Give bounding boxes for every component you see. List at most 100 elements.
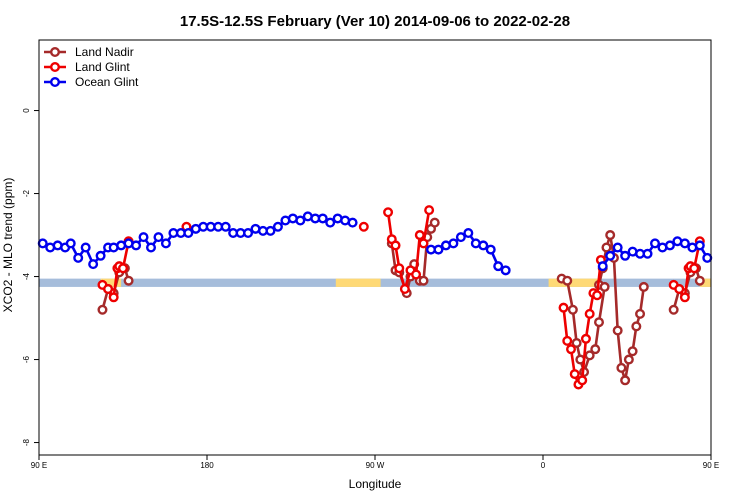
data-point: [612, 325, 623, 336]
data-point: [358, 221, 369, 232]
data-point: [605, 230, 616, 241]
data-point: [679, 238, 690, 249]
data-point: [597, 261, 608, 272]
legend-label: Land Nadir: [75, 45, 134, 59]
x-tick-label: 90 E: [31, 461, 47, 470]
y-tick-label: -2: [22, 189, 31, 197]
data-point: [325, 217, 336, 228]
data-point: [424, 205, 435, 216]
data-point: [108, 292, 119, 303]
series-line: [42, 214, 353, 267]
data-point: [594, 317, 605, 328]
chart-title: 17.5S-12.5S February (Ver 10) 2014-09-06…: [180, 13, 570, 30]
data-point: [153, 232, 164, 243]
data-point: [138, 232, 149, 243]
data-point: [463, 227, 474, 238]
data-point: [145, 242, 156, 253]
legend-marker: [50, 47, 61, 58]
data-point: [679, 292, 690, 303]
data-point: [601, 242, 612, 253]
data-point: [631, 321, 642, 332]
series-ocean-glint: [37, 211, 713, 276]
data-point: [577, 375, 588, 386]
data-point: [183, 227, 194, 238]
data-point: [590, 344, 601, 355]
data-point: [117, 263, 128, 274]
data-point: [429, 217, 440, 228]
data-point: [612, 242, 623, 253]
data-point: [584, 308, 595, 319]
data-point: [599, 281, 610, 292]
series-land-glint: [97, 205, 705, 390]
data-point: [493, 261, 504, 272]
data-point: [418, 238, 429, 249]
data-point: [689, 263, 700, 274]
legend-label: Land Glint: [75, 60, 130, 74]
data-point: [123, 275, 134, 286]
data-point: [702, 252, 713, 263]
data-point: [160, 238, 171, 249]
series-land-nadir: [97, 217, 705, 386]
data-point: [620, 250, 631, 261]
data-point: [567, 304, 578, 315]
data-point: [638, 281, 649, 292]
data-point: [220, 221, 231, 232]
data-point: [272, 221, 283, 232]
data-point: [97, 304, 108, 315]
data-point: [131, 240, 142, 251]
data-point: [103, 284, 114, 295]
x-tick-label: 180: [200, 461, 214, 470]
data-point: [623, 354, 634, 365]
data-point: [592, 290, 603, 301]
legend-label: Ocean Glint: [75, 75, 139, 89]
y-tick-label: 0: [22, 108, 31, 113]
land-band-1: [335, 278, 381, 287]
data-point: [295, 215, 306, 226]
data-point: [580, 333, 591, 344]
data-point: [411, 269, 422, 280]
land-band-2: [548, 278, 601, 287]
x-tick-label: 0: [541, 461, 546, 470]
data-point: [37, 238, 48, 249]
y-tick-label: -6: [22, 355, 31, 363]
data-point: [347, 217, 358, 228]
series-line: [561, 277, 606, 377]
data-point: [455, 232, 466, 243]
data-point: [584, 350, 595, 361]
x-tick-label: 90 E: [703, 461, 719, 470]
x-tick-label: 90 W: [366, 461, 385, 470]
data-point: [616, 362, 627, 373]
data-point: [88, 259, 99, 270]
data-point: [674, 284, 685, 295]
plot-area: [37, 205, 713, 390]
data-point: [558, 302, 569, 313]
y-tick-label: -4: [22, 272, 31, 280]
data-point: [571, 337, 582, 348]
y-axis-label: XCO2 - MLO trend (ppm): [1, 178, 15, 313]
legend-marker: [50, 76, 61, 87]
data-point: [694, 275, 705, 286]
data-point: [65, 238, 76, 249]
data-point: [562, 335, 573, 346]
data-point: [418, 275, 429, 286]
data-point: [642, 248, 653, 259]
data-point: [566, 344, 577, 355]
data-point: [383, 207, 394, 218]
data-point: [265, 225, 276, 236]
data-point: [485, 244, 496, 255]
data-point: [433, 244, 444, 255]
data-point: [668, 304, 679, 315]
data-point: [500, 265, 511, 276]
data-point: [478, 240, 489, 251]
data-point: [694, 240, 705, 251]
data-point: [399, 284, 410, 295]
data-point: [95, 250, 106, 261]
data-point: [73, 252, 84, 263]
data-point: [390, 240, 401, 251]
data-point: [605, 250, 616, 261]
data-point: [243, 227, 254, 238]
data-point: [394, 263, 405, 274]
data-point: [627, 346, 638, 357]
